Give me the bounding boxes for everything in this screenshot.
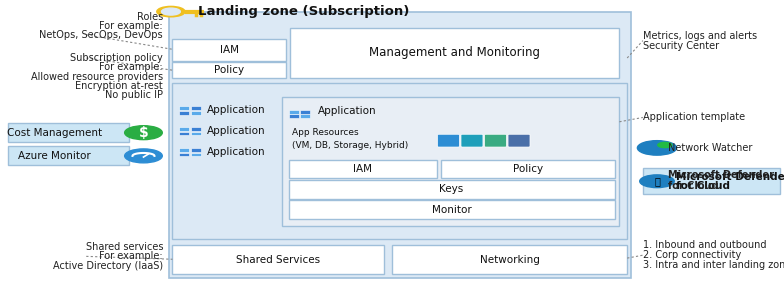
Text: Allowed resource providers: Allowed resource providers: [31, 72, 163, 81]
FancyBboxPatch shape: [8, 123, 129, 142]
Text: 2. Corp connectivity: 2. Corp connectivity: [643, 250, 741, 260]
Circle shape: [125, 126, 162, 140]
Text: Policy: Policy: [214, 65, 245, 75]
Text: 3. Intra and inter landing zone: 3. Intra and inter landing zone: [643, 260, 784, 270]
FancyBboxPatch shape: [172, 83, 627, 239]
Text: Landing zone (Subscription): Landing zone (Subscription): [198, 5, 410, 18]
Text: Metrics, logs and alerts: Metrics, logs and alerts: [643, 31, 757, 41]
FancyBboxPatch shape: [461, 134, 483, 147]
FancyBboxPatch shape: [172, 39, 286, 61]
FancyBboxPatch shape: [179, 127, 189, 131]
Text: IAM: IAM: [354, 164, 372, 174]
FancyBboxPatch shape: [290, 28, 619, 78]
FancyBboxPatch shape: [191, 148, 201, 152]
FancyBboxPatch shape: [8, 146, 129, 165]
FancyBboxPatch shape: [289, 114, 299, 118]
Text: Security Center: Security Center: [643, 41, 719, 50]
Circle shape: [162, 8, 180, 15]
Circle shape: [640, 175, 674, 188]
FancyBboxPatch shape: [191, 106, 201, 110]
FancyBboxPatch shape: [289, 200, 615, 219]
Text: Encryption at-rest: Encryption at-rest: [75, 81, 163, 91]
Text: 🔒: 🔒: [654, 176, 660, 186]
FancyBboxPatch shape: [300, 110, 310, 114]
Text: Policy: Policy: [513, 164, 543, 174]
Text: For example:: For example:: [100, 21, 163, 31]
Text: For example:: For example:: [100, 251, 163, 261]
FancyBboxPatch shape: [392, 245, 627, 274]
Text: Management and Monitoring: Management and Monitoring: [369, 46, 540, 59]
FancyBboxPatch shape: [289, 110, 299, 114]
FancyBboxPatch shape: [191, 132, 201, 135]
Text: Shared services: Shared services: [85, 242, 163, 252]
Text: Cost Management: Cost Management: [7, 128, 102, 138]
Text: Azure Monitor: Azure Monitor: [18, 151, 91, 161]
Text: Keys: Keys: [440, 184, 463, 194]
Text: No public IP: No public IP: [105, 90, 163, 100]
FancyBboxPatch shape: [179, 106, 189, 110]
FancyBboxPatch shape: [179, 153, 189, 156]
FancyBboxPatch shape: [289, 180, 615, 199]
Circle shape: [157, 6, 185, 17]
Circle shape: [658, 142, 672, 148]
Text: for Cloud: for Cloud: [668, 181, 718, 191]
Text: Active Directory (IaaS): Active Directory (IaaS): [53, 261, 163, 271]
FancyBboxPatch shape: [172, 245, 384, 274]
Text: IAM: IAM: [220, 45, 239, 55]
Text: Application: Application: [318, 106, 376, 116]
Text: Application: Application: [207, 105, 266, 115]
FancyBboxPatch shape: [169, 12, 631, 278]
FancyBboxPatch shape: [441, 160, 615, 178]
Text: Roles: Roles: [137, 12, 163, 22]
Text: for Cloud: for Cloud: [676, 182, 730, 191]
FancyBboxPatch shape: [191, 111, 201, 115]
Text: Subscription policy: Subscription policy: [71, 53, 163, 63]
Text: Application: Application: [207, 147, 266, 157]
FancyBboxPatch shape: [289, 160, 437, 178]
FancyBboxPatch shape: [485, 134, 506, 147]
Text: Application: Application: [207, 126, 266, 136]
FancyBboxPatch shape: [643, 168, 780, 194]
Text: $: $: [139, 126, 148, 140]
Text: Microsoft Defender: Microsoft Defender: [668, 171, 774, 180]
FancyBboxPatch shape: [508, 134, 530, 147]
FancyBboxPatch shape: [179, 148, 189, 152]
FancyBboxPatch shape: [191, 127, 201, 131]
Text: NetOps, SecOps, DevOps: NetOps, SecOps, DevOps: [39, 30, 163, 40]
FancyBboxPatch shape: [179, 111, 189, 115]
FancyBboxPatch shape: [282, 97, 619, 226]
Text: For example:: For example:: [100, 62, 163, 72]
FancyBboxPatch shape: [300, 114, 310, 118]
FancyBboxPatch shape: [437, 134, 459, 147]
Text: Networking: Networking: [480, 255, 539, 264]
Text: 1. Inbound and outbound: 1. Inbound and outbound: [643, 240, 767, 250]
Text: Application template: Application template: [643, 113, 745, 122]
FancyBboxPatch shape: [191, 153, 201, 156]
Text: Network Watcher: Network Watcher: [668, 143, 753, 153]
Text: Shared Services: Shared Services: [236, 255, 321, 264]
Text: Monitor: Monitor: [432, 204, 471, 215]
Circle shape: [637, 141, 677, 155]
Text: Microsoft Defender: Microsoft Defender: [676, 172, 784, 182]
FancyBboxPatch shape: [172, 62, 286, 78]
Text: App Resources
(VM, DB, Storage, Hybrid): App Resources (VM, DB, Storage, Hybrid): [292, 128, 408, 150]
FancyBboxPatch shape: [179, 132, 189, 135]
Circle shape: [125, 149, 162, 163]
